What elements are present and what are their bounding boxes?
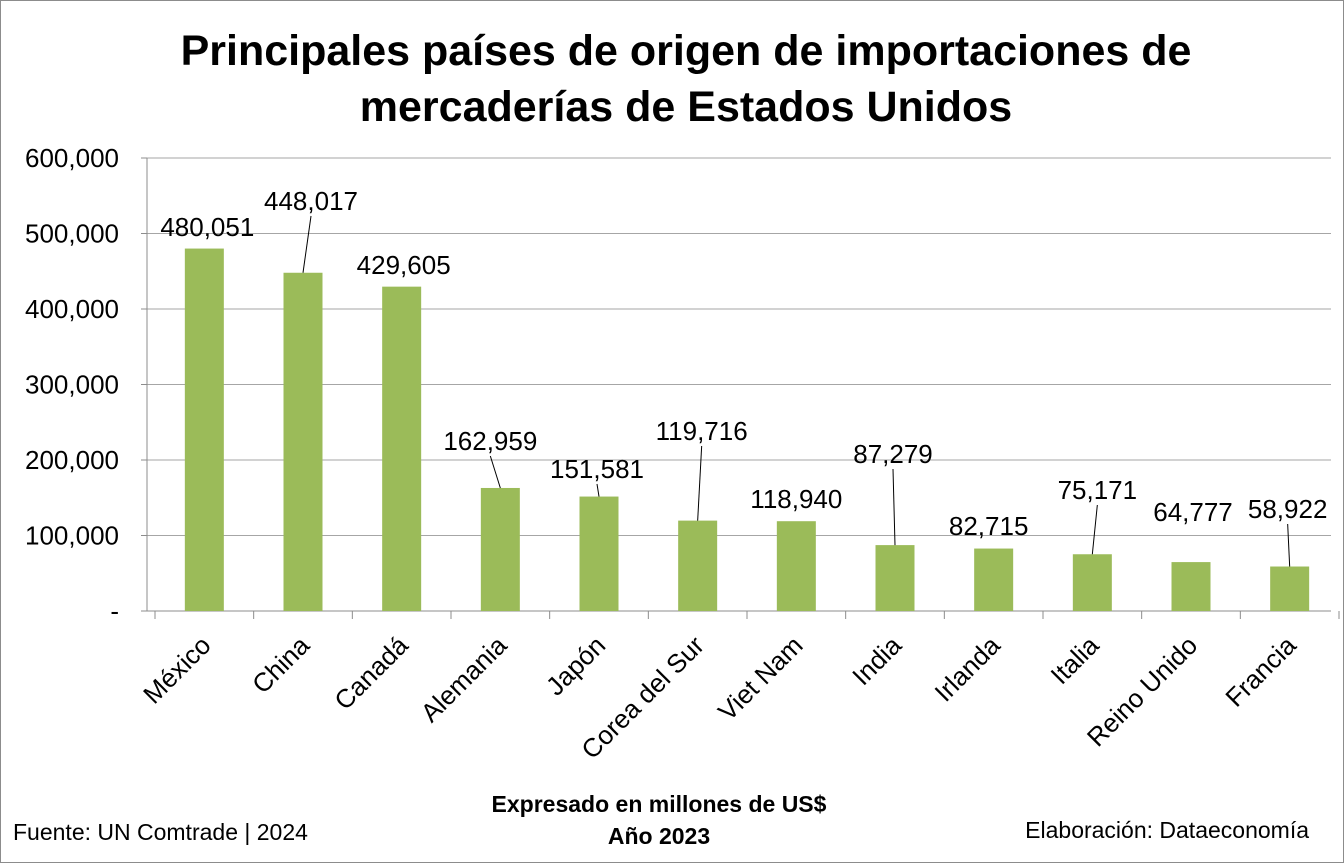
y-tick-label: - [110,596,119,626]
chart-subtitle-units: Expresado en millones de US$ [491,791,827,817]
bar [283,272,323,611]
bar [875,545,915,611]
bar [1171,562,1211,611]
x-tick-label: Francia [1219,630,1302,713]
data-label: 151,581 [550,454,644,484]
leader-line [489,455,501,489]
y-tick-label: 100,000 [25,521,119,551]
leader-line [697,445,703,521]
data-label: 118,940 [750,484,842,514]
data-label: 82,715 [949,511,1029,541]
bar [184,248,224,611]
x-tick-label: Irlanda [928,630,1006,708]
credit-note: Elaboración: Dataeconomía [1025,817,1309,843]
data-label: 119,716 [656,416,748,446]
bar [678,520,718,611]
x-tick-label: Japón [540,630,611,701]
x-tick-label: Canadá [328,630,414,716]
axes [141,157,1340,619]
leader-line [1091,504,1098,555]
y-axis-ticks: - 100,000 200,000 300,000 400,000 500,000 600,… [25,143,119,626]
bar [579,496,619,611]
y-tick-label: 400,000 [25,294,119,324]
x-tick-label: Italia [1045,630,1105,690]
data-label: 64,777 [1153,497,1233,527]
leader-line [892,468,896,546]
leader-line [1287,523,1291,567]
data-label: 480,051 [160,212,254,242]
y-tick-label: 200,000 [25,445,119,475]
bar [776,521,816,611]
chart-subtitle-year: Año 2023 [607,823,711,849]
y-tick-label: 500,000 [25,219,119,249]
bars [184,248,1310,611]
data-labels: 480,051 448,017 429,605 162,959 151,581 119,7… [160,186,1327,567]
bar [974,548,1014,611]
x-tick-label: México [137,630,216,709]
leader-line [302,215,312,273]
x-tick-label: India [846,630,907,691]
x-tick-label: Viet Nam [712,630,808,726]
source-note: Fuente: UN Comtrade | 2024 [13,819,308,845]
bar [1072,554,1112,611]
x-tick-label: Alemania [415,630,513,728]
data-label: 87,279 [853,439,933,469]
bar [382,286,422,611]
bar [480,487,520,611]
gridlines [147,157,1331,536]
x-tick-label: China [246,630,316,700]
chart-title: Principales países de origen de importac… [180,27,1192,131]
y-tick-label: 300,000 [25,370,119,400]
data-label: 75,171 [1058,475,1138,505]
data-label: 58,922 [1248,494,1328,524]
data-label: 429,605 [357,250,451,280]
data-label: 448,017 [264,186,358,216]
leader-line [596,483,600,497]
y-tick-label: 600,000 [25,143,119,173]
data-label: 162,959 [443,426,537,456]
bar [1270,566,1310,611]
